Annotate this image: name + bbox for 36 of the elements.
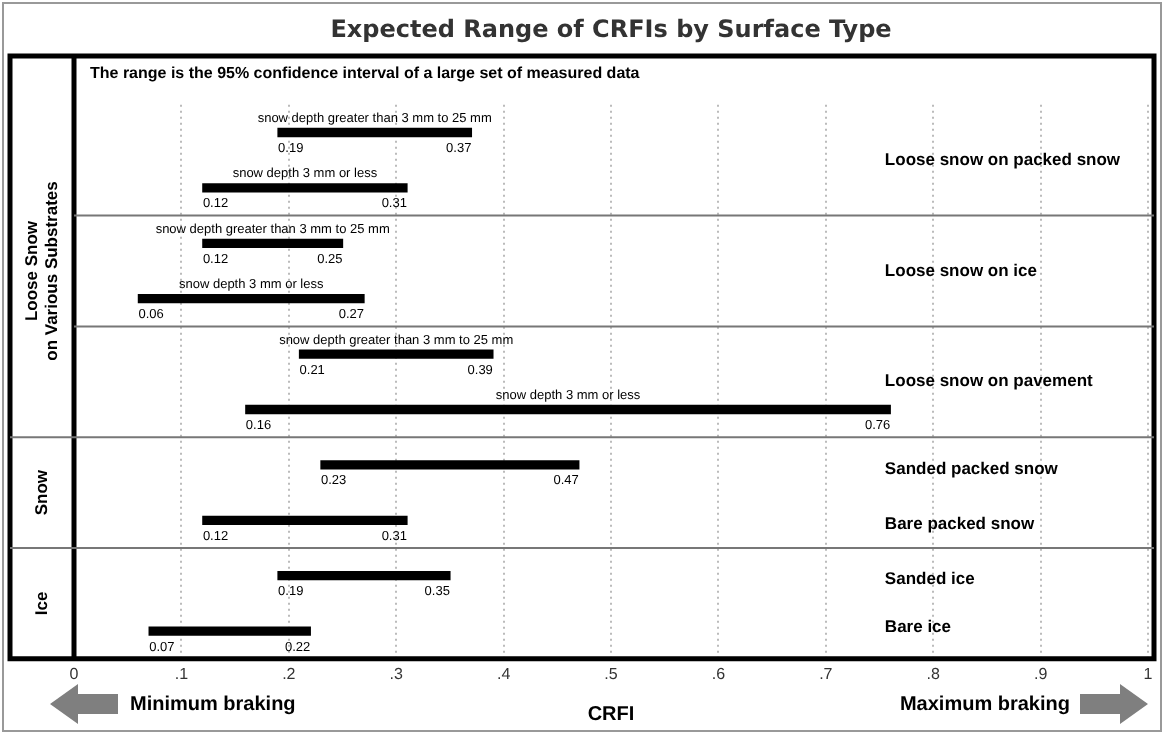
text: Snow: [30, 469, 51, 516]
annotation: Loose snow on ice: [884, 259, 1038, 280]
bar: [148, 626, 311, 636]
bar: [277, 571, 451, 581]
text: Maximum braking: [899, 693, 1070, 716]
annotation: Bare ice: [884, 615, 952, 636]
x-tick-label: .7: [819, 664, 834, 683]
text: Minimum braking: [130, 693, 296, 716]
x-tick-label: 0: [69, 664, 80, 683]
bar: [277, 127, 473, 138]
bar: [320, 460, 580, 470]
x-tick-label: .4: [496, 664, 512, 683]
bar: [245, 404, 891, 415]
x-tick-label: 1: [1143, 664, 1154, 683]
bar: [202, 238, 344, 248]
annotation: Sanded ice: [884, 568, 976, 589]
bar: [298, 349, 494, 359]
x-tick-label: .1: [174, 664, 190, 683]
annotation: Sanded packed snow: [884, 457, 1059, 478]
x-tick-label: .8: [926, 664, 941, 683]
annotation: Loose snow on pavement: [884, 370, 1094, 391]
text: The range is the 95% confidence interval of a large set of measured data: [90, 64, 641, 83]
bar: [202, 515, 408, 525]
bar: [202, 183, 408, 193]
x-tick-label: .5: [604, 664, 619, 683]
x-tick-label: .3: [389, 664, 404, 683]
annotation: Bare packed snow: [884, 512, 1035, 533]
x-tick-label: .6: [711, 664, 727, 683]
chart-title: Expected Range of CRFIs by Surface Type: [330, 14, 892, 43]
text: Loose Snow on Various Substrates: [20, 180, 61, 361]
x-tick-label: .9: [1033, 664, 1049, 683]
x-tick-label: .2: [282, 664, 297, 683]
bar: [137, 294, 365, 304]
annotation: Loose snow on packed snow: [884, 148, 1121, 169]
text: Ice: [30, 591, 51, 616]
x-axis-title: CRFI: [587, 703, 635, 726]
